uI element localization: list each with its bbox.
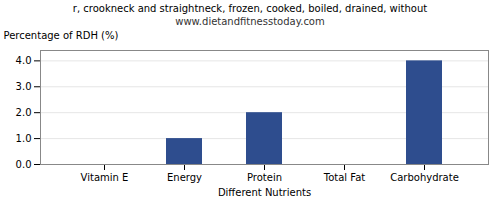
html-text:www.dietandfitnesstoday.com: www.dietandfitnesstoday.com bbox=[175, 16, 325, 27]
svg-text:4.0: 4.0 bbox=[16, 55, 32, 66]
svg-text:Protein: Protein bbox=[247, 172, 282, 183]
svg-text:Total Fat: Total Fat bbox=[323, 172, 365, 183]
svg-text:Percentage of RDH (%): Percentage of RDH (%) bbox=[4, 30, 119, 41]
svg-text:3.0: 3.0 bbox=[16, 81, 32, 92]
svg-text:Different Nutrients: Different Nutrients bbox=[218, 187, 311, 198]
svg-text:Vitamin E: Vitamin E bbox=[81, 172, 129, 183]
html-text:r, crookneck and straightneck,: r, crookneck and straightneck, frozen, c… bbox=[72, 3, 428, 14]
svg-text:Carbohydrate: Carbohydrate bbox=[390, 172, 459, 183]
svg-text:1.0: 1.0 bbox=[16, 133, 32, 144]
svg-text:0.0: 0.0 bbox=[16, 159, 32, 170]
svg-text:Energy: Energy bbox=[167, 172, 202, 183]
svg-text:2.0: 2.0 bbox=[16, 107, 32, 118]
